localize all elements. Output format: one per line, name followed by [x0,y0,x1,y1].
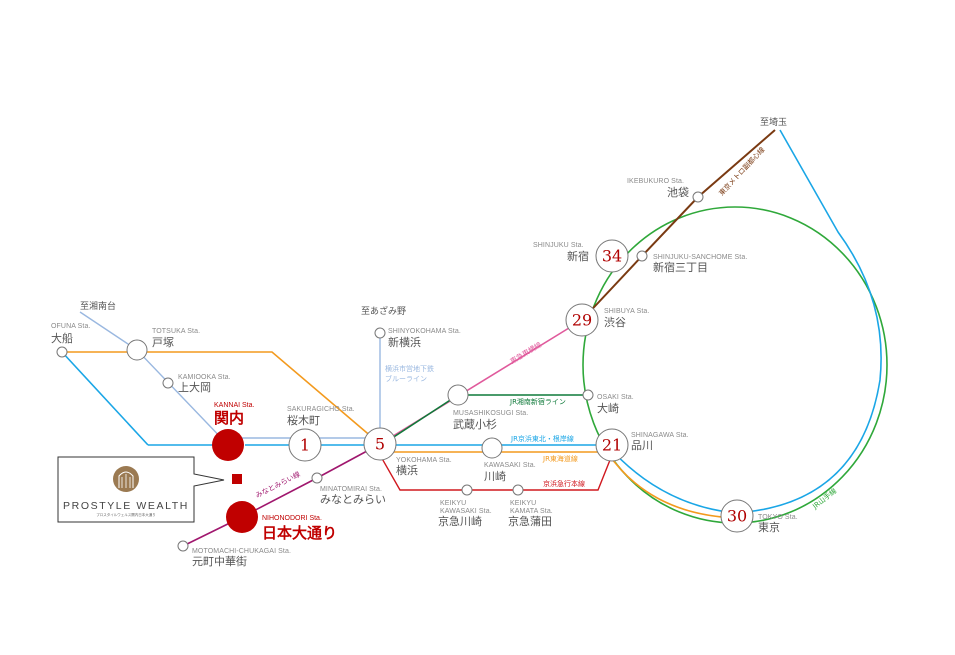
minutes-sakuragicho: 1 [300,436,310,455]
kawasaki-ja: 川崎 [484,469,506,483]
station-kawasaki[interactable] [481,437,503,459]
fukutoshin-line-label: 東京メトロ副都心線 [717,145,767,197]
minatomirai-ja: みなとみらい [320,493,386,506]
shinagawa-en: SHINAGAWA Sta. [631,432,689,439]
shonan-shinjuku-line-label: JR湘南新宿ライン [509,397,566,406]
kawasaki-en: KAWASAKI Sta. [484,462,536,469]
fukutoshin-line [581,129,776,321]
motomachi-en: MOTOMACHI-CHUKAGAI Sta. [192,548,291,555]
kamiooka-ja: 上大岡 [178,380,211,394]
keikyu-kawasaki-en: KAWASAKI Sta. [440,508,492,515]
keikyu-kawasaki-ja: 京急川崎 [438,514,482,528]
shinjuku-en: SHINJUKU Sta. [533,242,584,249]
property-marker [232,474,242,484]
totsuka-ja: 戸塚 [152,336,174,349]
motomachi-ja: 元町中華街 [192,554,247,568]
keikyu-kawasaki-en1: KEIKYU [440,500,466,507]
keikyu-line-label: 京浜急行本線 [543,479,585,488]
yokohama-en: YOKOHAMA Sta. [396,457,452,464]
station-ikebukuro[interactable] [692,191,704,203]
station-keikyu-kamata[interactable] [512,484,524,496]
station-totsuka[interactable] [126,339,148,361]
shinjuku-sanchome-ja: 新宿三丁目 [653,260,708,274]
station-tokyo-marker[interactable]: 30 [720,499,754,533]
station-nihonodori-marker[interactable] [226,501,258,533]
station-shibuya-marker[interactable]: 29 [565,303,599,337]
station-musashikosugi[interactable] [447,384,469,406]
station-keikyu-kawasaki[interactable] [461,484,473,496]
station-shinjuku-marker[interactable]: 34 [595,239,629,273]
dest-saitama: 至埼玉 [760,116,787,128]
shibuya-en: SHIBUYA Sta. [604,308,649,315]
kamiooka-en: KAMIOOKA Sta. [178,374,231,381]
kannai-en: KANNAI Sta. [214,402,255,409]
shinjuku-ja: 新宿 [567,249,589,263]
minutes-shibuya: 29 [572,311,592,330]
station-sakuragicho-marker[interactable]: 1 [288,428,322,462]
station-osaki[interactable] [582,389,594,401]
keikyu-line [379,454,613,491]
medium-stations [126,339,503,459]
nihonodori-ja: 日本大通り [262,524,337,542]
logo-subtitle: プロスタイルウェルス関内日本大通り [96,512,156,517]
station-minatomirai[interactable] [311,472,323,484]
station-motomachi[interactable] [177,540,189,552]
keikyu-kamata-ja: 京急蒲田 [508,514,552,528]
musashikosugi-ja: 武蔵小杉 [453,417,497,431]
toyoko-line-label: 東急東横線 [508,340,543,366]
negishi-ofuna-link [61,351,149,446]
osaki-ja: 大崎 [597,401,619,415]
ikebukuro-en: IKEBUKURO Sta. [627,178,684,185]
dest-azamino: 至あざみ野 [361,305,406,317]
keikyu-kamata-en: KAMATA Sta. [510,508,553,515]
minutes-shinjuku: 34 [602,247,622,266]
station-shinagawa-marker[interactable]: 21 [595,428,629,462]
station-kannai-marker[interactable] [212,429,244,461]
ikebukuro-ja: 池袋 [667,185,689,199]
blue-line-label-1: 横浜市営地下鉄 [385,364,434,373]
small-stations [56,191,704,552]
tokyo-en: TOKYO Sta. [758,514,798,521]
ofuna-en: OFUNA Sta. [51,323,91,330]
ofuna-ja: 大船 [51,331,73,345]
kannai-ja: 関内 [214,409,244,427]
minutes-shinagawa: 21 [602,436,622,455]
blue-line-label-2: ブルーライン [385,374,427,383]
shinyokohama-en: SHINYOKOHAMA Sta. [388,328,461,335]
keikyu-kamata-en1: KEIKYU [510,500,536,507]
minatomirai-line [182,443,381,547]
keihin-tohoku-line-label: JR京浜東北・根岸線 [510,434,574,443]
totsuka-en: TOTSUKA Sta. [152,328,200,335]
shinyokohama-ja: 新横浜 [388,335,421,349]
minutes-tokyo: 30 [727,507,747,526]
dest-shonandai: 至湘南台 [80,300,116,312]
musashikosugi-en: MUSASHIKOSUGI Sta. [453,410,528,417]
osaki-en: OSAKI Sta. [597,394,634,401]
tokaido-line-label: JR東海道線 [542,454,578,463]
station-yokohama-marker[interactable]: 5 [363,427,397,461]
logo-callout: PROSTYLE WEALTH プロスタイルウェルス関内日本大通り [57,456,225,523]
station-shinjuku-sanchome[interactable] [636,250,648,262]
yokohama-ja: 横浜 [396,463,418,477]
minatomirai-line-label: みなとみらい線 [254,470,302,500]
logo-emblem [113,466,139,492]
shibuya-ja: 渋谷 [604,316,626,329]
keihin-tohoku-line [148,129,882,514]
minutes-yokohama: 5 [375,435,385,454]
nihonodori-en: NIHONODORI Sta. [262,515,322,522]
station-shinyokohama[interactable] [374,327,386,339]
tokyo-ja: 東京 [758,520,780,534]
callout-box [57,456,225,523]
sakuragicho-en: SAKURAGICHO Sta. [287,406,355,413]
station-ofuna[interactable] [56,346,68,358]
minatomirai-en: MINATOMIRAI Sta. [320,486,382,493]
sakuragicho-ja: 桜木町 [287,413,320,427]
shinjuku-sanchome-en: SHINJUKU-SANCHOME Sta. [653,254,747,261]
shinagawa-ja: 品川 [631,439,653,452]
logo-title: PROSTYLE WEALTH [63,500,189,512]
station-kamiooka[interactable] [162,377,174,389]
